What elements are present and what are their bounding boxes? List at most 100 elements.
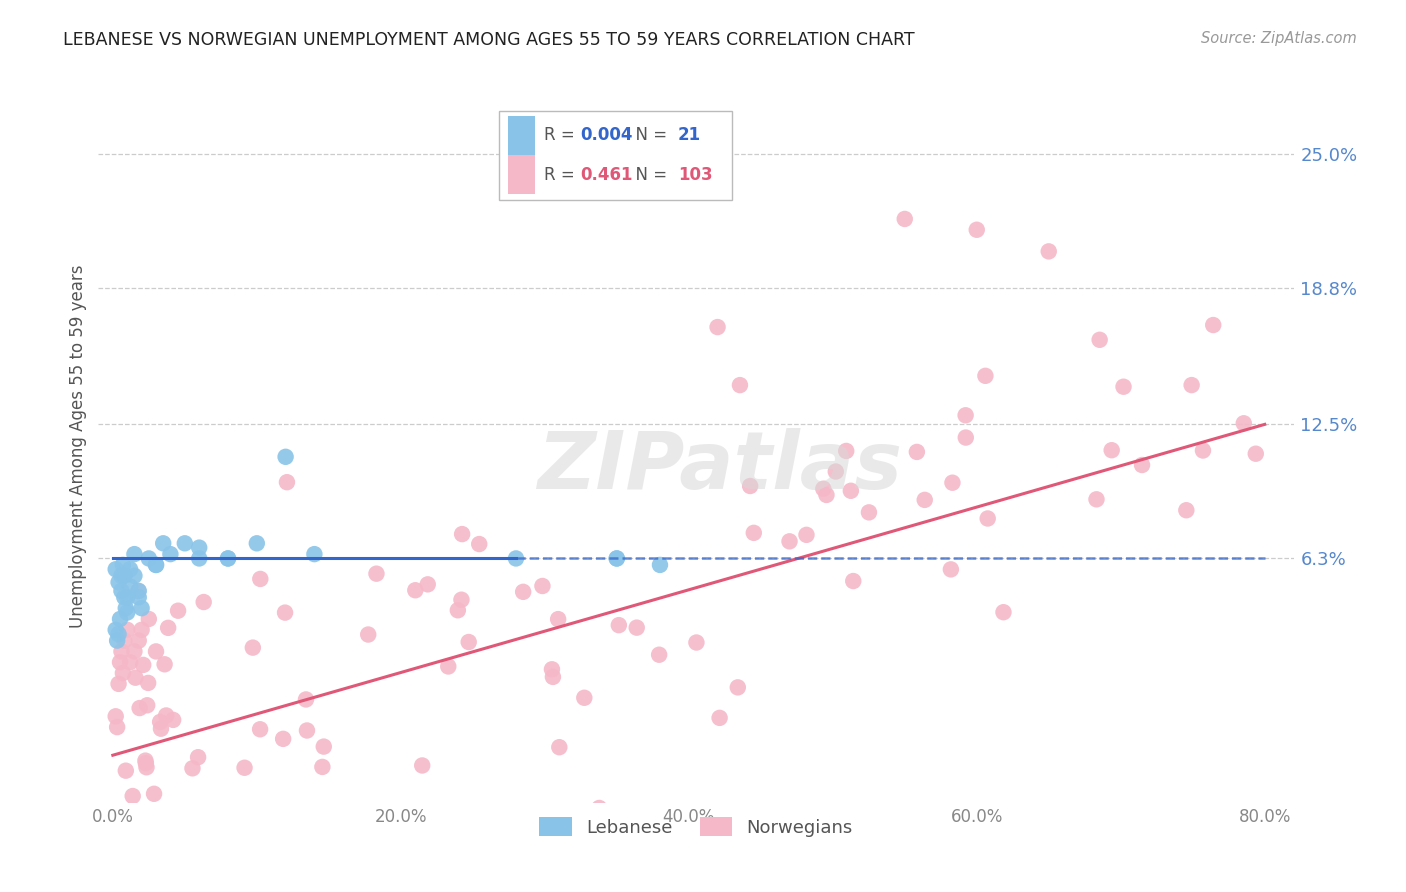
Point — [295, 723, 318, 738]
Point — [143, 787, 166, 801]
Point — [104, 623, 127, 637]
Point — [128, 633, 150, 648]
Point — [1101, 443, 1123, 458]
Point — [124, 547, 146, 561]
Point — [648, 648, 671, 662]
Point — [457, 635, 479, 649]
Point — [447, 603, 470, 617]
Point — [104, 562, 127, 576]
Point — [120, 562, 142, 576]
Point — [706, 320, 728, 334]
Point — [976, 511, 998, 525]
Point — [685, 635, 707, 649]
Point — [312, 739, 335, 754]
Point — [547, 612, 569, 626]
Point — [152, 536, 174, 550]
Point — [217, 551, 239, 566]
Point — [105, 720, 128, 734]
Point — [548, 740, 571, 755]
Text: 103: 103 — [678, 166, 713, 184]
Point — [411, 758, 433, 772]
Point — [145, 558, 167, 572]
Point — [366, 566, 388, 581]
Point — [249, 572, 271, 586]
Point — [117, 856, 139, 871]
Point — [274, 450, 297, 464]
Point — [208, 824, 231, 838]
Point — [606, 551, 628, 566]
Point — [437, 659, 460, 673]
Point — [939, 562, 962, 576]
Text: N =: N = — [626, 126, 673, 144]
Point — [217, 551, 239, 566]
Point — [110, 568, 132, 582]
Point — [966, 223, 988, 237]
Point — [955, 409, 977, 423]
Point — [468, 537, 491, 551]
Point — [131, 623, 153, 637]
Point — [111, 666, 134, 681]
Point — [271, 731, 294, 746]
Point — [574, 690, 596, 705]
Point — [588, 801, 610, 815]
Point — [1192, 443, 1215, 458]
Point — [304, 547, 326, 561]
Point — [1088, 333, 1111, 347]
Point — [105, 633, 128, 648]
Point — [607, 618, 630, 632]
Point — [709, 711, 731, 725]
Point — [295, 692, 318, 706]
Legend: Lebanese, Norwegians: Lebanese, Norwegians — [531, 810, 860, 844]
Point — [259, 827, 281, 841]
Point — [357, 627, 380, 641]
Bar — [509, 116, 534, 155]
FancyBboxPatch shape — [499, 111, 733, 200]
Point — [993, 605, 1015, 619]
Point — [606, 169, 628, 183]
Point — [112, 591, 135, 605]
Point — [839, 483, 862, 498]
Point — [107, 575, 129, 590]
Point — [218, 814, 240, 829]
Point — [128, 822, 150, 836]
Point — [132, 657, 155, 672]
Point — [309, 830, 332, 845]
Point — [193, 595, 215, 609]
Point — [138, 612, 160, 626]
Point — [941, 475, 963, 490]
Point — [112, 633, 135, 648]
Point — [136, 676, 159, 690]
Point — [824, 465, 846, 479]
Point — [541, 662, 564, 676]
Point — [127, 584, 149, 599]
Point — [132, 816, 155, 830]
Point — [124, 644, 146, 658]
Point — [136, 698, 159, 713]
Point — [1130, 458, 1153, 472]
Point — [1175, 503, 1198, 517]
Point — [626, 621, 648, 635]
Point — [128, 701, 150, 715]
Point — [174, 830, 197, 845]
Point — [107, 627, 129, 641]
Text: LEBANESE VS NORWEGIAN UNEMPLOYMENT AMONG AGES 55 TO 59 YEARS CORRELATION CHART: LEBANESE VS NORWEGIAN UNEMPLOYMENT AMONG… — [63, 31, 915, 49]
Point — [450, 592, 472, 607]
Point — [145, 558, 167, 572]
Point — [416, 577, 439, 591]
Point — [188, 541, 211, 555]
Point — [134, 754, 156, 768]
Point — [451, 527, 474, 541]
Point — [114, 601, 136, 615]
Text: ZIPatlas: ZIPatlas — [537, 428, 903, 507]
Point — [107, 677, 129, 691]
Point — [120, 655, 142, 669]
Point — [914, 492, 936, 507]
Point — [108, 655, 131, 669]
Point — [512, 584, 534, 599]
Point — [114, 764, 136, 778]
Point — [131, 881, 153, 892]
Point — [541, 670, 564, 684]
Point — [905, 445, 928, 459]
Point — [138, 551, 160, 566]
Point — [149, 714, 172, 729]
